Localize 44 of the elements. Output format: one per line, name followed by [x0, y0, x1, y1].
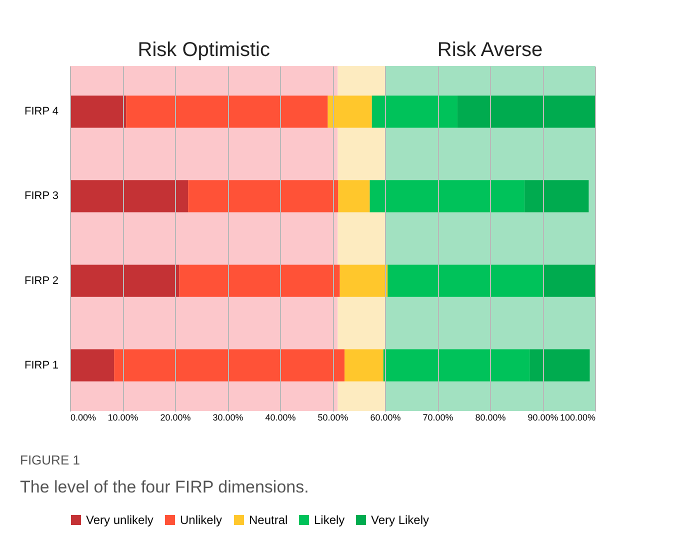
bar [179, 264, 340, 297]
x-tick-label: 20.00% [160, 412, 191, 422]
x-tick-label: 40.00% [265, 412, 296, 422]
x-tick-label: 100.00% [560, 412, 596, 422]
bar [524, 180, 589, 212]
caption: FIGURE 1 [20, 452, 80, 468]
x-tick-label: 30.00% [212, 412, 244, 422]
band-label: Risk Optimistic [138, 39, 270, 61]
bar [328, 96, 372, 128]
bar [383, 349, 530, 382]
band-label: Risk Averse [437, 39, 543, 61]
bar [70, 349, 114, 382]
bar [70, 264, 180, 297]
x-tick-label: 10.00% [108, 412, 138, 422]
y-tick-label: FIRP 1 [24, 359, 58, 372]
y-tick-label: FIRP 4 [24, 106, 58, 118]
bar [344, 349, 384, 382]
x-tick-label: 60.00% [370, 412, 401, 422]
legend-label: Very unlikely [86, 513, 154, 527]
x-tick-label: 90.00% [528, 412, 558, 422]
x-tick-label: 0.00% [70, 412, 96, 422]
bar [388, 264, 544, 297]
text: The level of the four FIRP dimensions. [20, 478, 309, 496]
bar [188, 180, 338, 212]
bar [70, 180, 188, 212]
bar [370, 180, 525, 212]
bar [338, 180, 370, 212]
x-tick-label: 80.00% [475, 412, 506, 422]
bar [340, 264, 388, 297]
y-tick-label: FIRP 2 [24, 274, 58, 287]
bar [457, 96, 595, 128]
bar [530, 349, 590, 382]
legend-label: Unlikely [180, 513, 222, 527]
x-tick-label: 70.00% [422, 412, 454, 422]
y-tick-label: FIRP 3 [24, 190, 58, 202]
bar [372, 96, 458, 128]
legend-label: Very Likely [371, 513, 430, 527]
legend-label: Neutral [249, 513, 288, 527]
bar [70, 96, 126, 128]
bar [544, 264, 595, 297]
bar [114, 349, 345, 382]
x-tick-label: 50.00% [318, 412, 348, 422]
bar [126, 96, 328, 128]
legend-label: Likely [314, 513, 345, 527]
